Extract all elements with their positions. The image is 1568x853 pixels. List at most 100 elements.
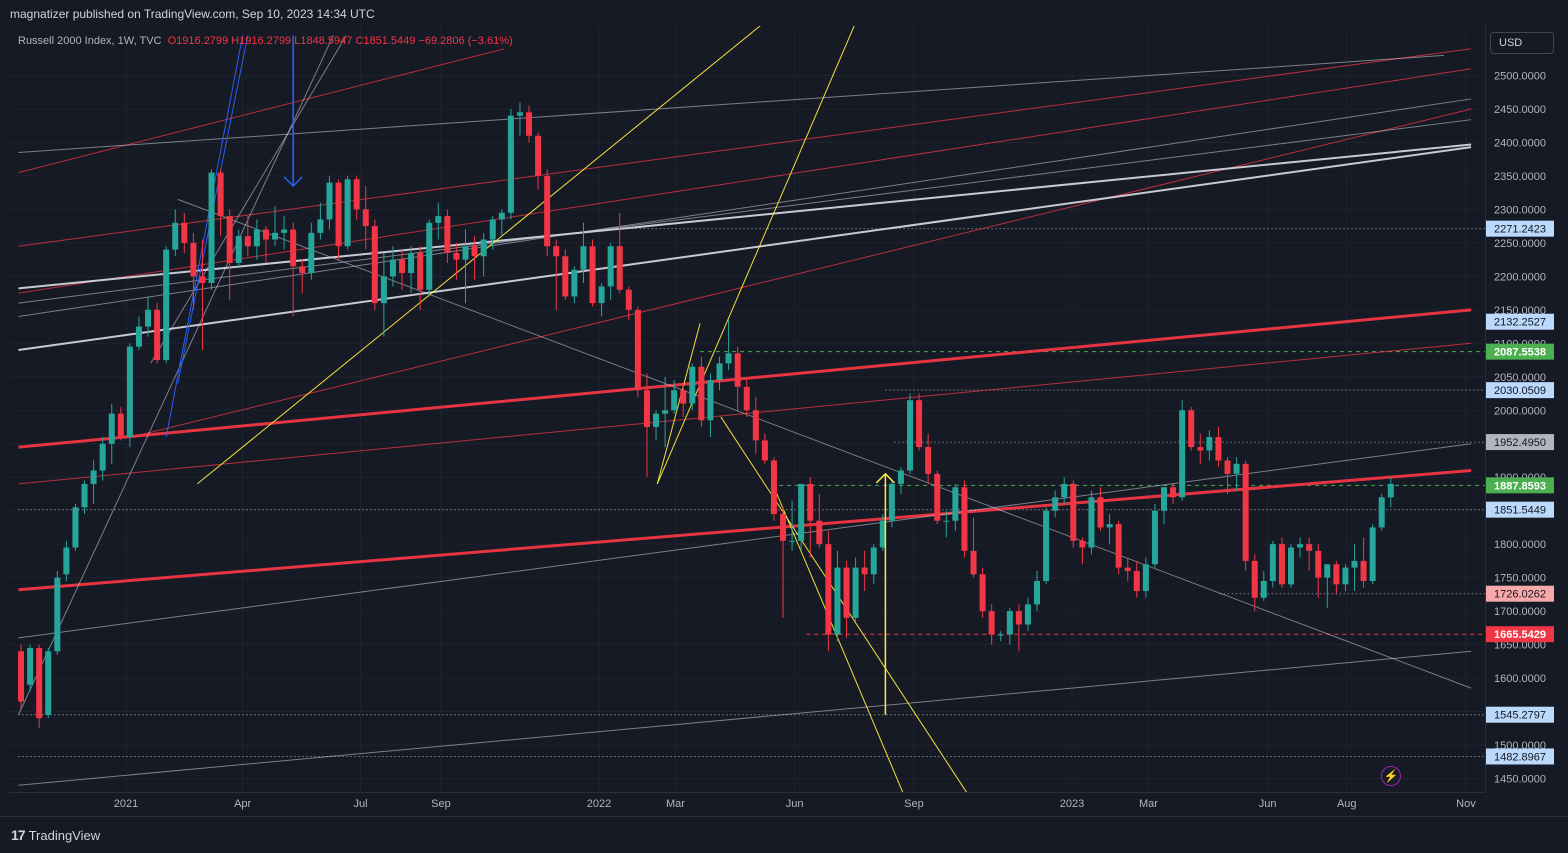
candle-body: [1269, 544, 1276, 581]
trendline: [18, 308, 1472, 449]
candle-body: [580, 246, 587, 270]
candle-body: [36, 647, 43, 719]
candle-body: [226, 216, 233, 263]
candle-body: [789, 540, 796, 542]
candle-body: [1188, 410, 1195, 448]
candle-body: [1278, 544, 1285, 585]
price-label: 2087.5538: [1494, 347, 1546, 359]
tradingview-logo-icon: 17: [11, 827, 26, 843]
y-tick-label: 2500.0000: [1494, 71, 1546, 83]
candle-body: [1151, 510, 1158, 565]
x-tick-label: Aug: [1337, 798, 1357, 810]
candle-body: [1306, 544, 1313, 551]
candle-body: [843, 567, 850, 618]
candle-body: [444, 216, 451, 253]
candle-body: [172, 222, 179, 250]
candle-body: [997, 634, 1004, 636]
candle-body: [1251, 560, 1258, 598]
candle-body: [861, 567, 868, 575]
trendline: [18, 650, 1472, 786]
candle-body: [1052, 497, 1059, 511]
price-label: 2030.0509: [1494, 385, 1546, 397]
candle-body: [716, 363, 723, 381]
candle-body: [934, 473, 941, 521]
chart-canvas[interactable]: [9, 26, 1485, 792]
x-tick-label: 2022: [587, 798, 611, 810]
tradingview-logo[interactable]: 17 TradingView: [11, 827, 100, 843]
x-tick-label: Sep: [904, 798, 924, 810]
candle-body: [1215, 437, 1222, 461]
x-tick-label: Sep: [431, 798, 451, 810]
candle-body: [1206, 437, 1213, 451]
candle-body: [217, 172, 224, 217]
y-tick-label: 1900.0000: [1494, 472, 1546, 484]
candle-body: [1333, 564, 1340, 585]
y-tick-label: 2450.0000: [1494, 104, 1546, 116]
trendline: [165, 35, 244, 438]
candle-body: [888, 483, 895, 521]
price-label-box: [1486, 585, 1554, 602]
candle-body: [1142, 564, 1149, 592]
candle-body: [281, 229, 288, 233]
x-tick-label: Mar: [666, 798, 685, 810]
candle-body: [1224, 460, 1231, 474]
y-tick-label: 2050.0000: [1494, 372, 1546, 384]
x-tick-label: Mar: [1139, 798, 1158, 810]
candle-body: [643, 390, 650, 427]
candle-body: [1043, 510, 1050, 581]
candle-body: [471, 246, 478, 257]
price-label-box: [1486, 220, 1554, 237]
candle-body: [1133, 570, 1140, 592]
candle-body: [199, 276, 206, 284]
candle-body: [752, 410, 759, 441]
candle-body: [988, 611, 995, 635]
trendline: [196, 26, 761, 485]
legend-close: C1851.5449: [355, 35, 416, 47]
legend-symbol[interactable]: Russell 2000 Index, 1W, TVC: [18, 35, 162, 47]
y-tick-label: 2300.0000: [1494, 204, 1546, 216]
y-tick-label: 2350.0000: [1494, 171, 1546, 183]
footer: [0, 816, 1568, 853]
price-label: 1952.4950: [1494, 437, 1546, 449]
price-label-box: [1486, 477, 1554, 494]
price-label: 1665.5429: [1494, 629, 1546, 641]
candle-body: [979, 574, 986, 612]
brand-name: TradingView: [28, 827, 101, 843]
candle-body: [435, 216, 442, 223]
y-tick-label: 1600.0000: [1494, 673, 1546, 685]
candle-body: [1015, 611, 1022, 625]
candle-body: [925, 447, 932, 474]
x-tick-label: Jul: [354, 798, 368, 810]
candle-body: [1378, 497, 1385, 528]
candle-body: [698, 366, 705, 421]
y-tick-label: 2250.0000: [1494, 238, 1546, 250]
y-tick-label: 1550.0000: [1494, 707, 1546, 719]
arrow-head: [875, 472, 895, 484]
currency-button[interactable]: USD: [1490, 32, 1554, 54]
price-label-box: [1486, 748, 1554, 765]
candle-body: [634, 309, 641, 391]
candle-body: [689, 366, 696, 404]
trendline: [150, 35, 347, 364]
candle-body: [607, 246, 614, 287]
candle-body: [1006, 611, 1013, 635]
candle-body: [262, 229, 269, 240]
lightning-icon[interactable]: ⚡: [1381, 766, 1401, 786]
chart-plot-area[interactable]: [9, 26, 1485, 792]
candle-body: [1387, 483, 1394, 498]
candle-body: [970, 550, 977, 575]
x-tick-label: 2023: [1060, 798, 1084, 810]
trendline: [18, 68, 1472, 294]
candle-body: [317, 219, 324, 233]
candle-body: [1161, 487, 1168, 511]
candle-body: [1369, 527, 1376, 581]
candle-body: [516, 112, 523, 116]
candle-body: [961, 487, 968, 551]
candle-body: [145, 309, 152, 327]
price-label: 1851.5449: [1494, 505, 1546, 517]
candle-body: [879, 520, 886, 548]
candle-body: [253, 229, 260, 247]
top-bar: magnatizer published on TradingView.com,…: [0, 0, 1568, 26]
trendline: [656, 323, 701, 485]
legend-low: L1848.5947: [294, 35, 353, 47]
